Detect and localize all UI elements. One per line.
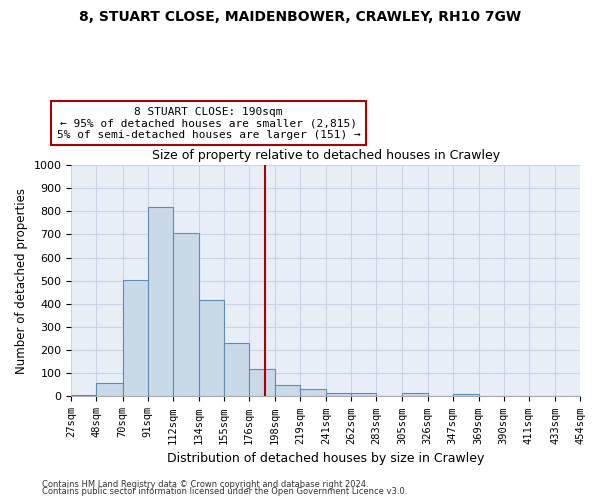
Bar [148, 206, 173, 396]
Bar [71, 395, 96, 396]
Bar [96, 383, 122, 396]
Bar [403, 394, 428, 396]
Bar [351, 394, 376, 396]
Title: Size of property relative to detached houses in Crawley: Size of property relative to detached ho… [152, 150, 500, 162]
Text: 8 STUART CLOSE: 190sqm
← 95% of detached houses are smaller (2,815)
5% of semi-d: 8 STUART CLOSE: 190sqm ← 95% of detached… [57, 106, 361, 140]
Bar [300, 390, 326, 396]
Bar [275, 385, 300, 396]
X-axis label: Distribution of detached houses by size in Crawley: Distribution of detached houses by size … [167, 452, 484, 465]
Bar [173, 232, 199, 396]
Bar [249, 370, 275, 396]
Text: 8, STUART CLOSE, MAIDENBOWER, CRAWLEY, RH10 7GW: 8, STUART CLOSE, MAIDENBOWER, CRAWLEY, R… [79, 10, 521, 24]
Bar [452, 394, 479, 396]
Text: Contains HM Land Registry data © Crown copyright and database right 2024.: Contains HM Land Registry data © Crown c… [42, 480, 368, 489]
Bar [224, 343, 249, 396]
Bar [199, 300, 224, 396]
Y-axis label: Number of detached properties: Number of detached properties [15, 188, 28, 374]
Text: Contains public sector information licensed under the Open Government Licence v3: Contains public sector information licen… [42, 487, 407, 496]
Bar [122, 280, 148, 396]
Bar [326, 394, 351, 396]
